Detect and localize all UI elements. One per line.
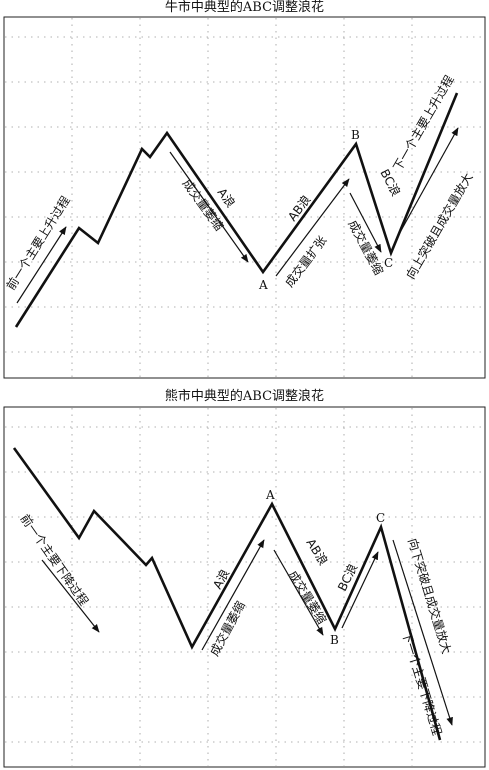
top-label-bc-volume: 成交量萎缩 [345,217,386,277]
bottom-label-a-wave: A浪 [209,567,232,592]
top-grid [5,18,484,377]
bottom-arrow-next [392,539,453,726]
top-arrow-ab [275,178,350,277]
bottom-point-c: C [376,511,385,525]
bottom-grid [5,408,484,766]
top-point-b: B [351,128,360,142]
bottom-arrow-ab [273,549,324,636]
top-arrow-bc [349,192,382,253]
top-price-path [14,92,459,328]
bottom-label-ab-wave: AB浪 [303,536,331,568]
top-label-ab-volume: 成交量扩张 [281,233,329,290]
top-arrow-prev [16,226,67,304]
bottom-arrow-prev [41,559,100,633]
top-point-c: C [384,256,393,270]
top-label-prev: 前一个主要上升过程 [3,193,73,293]
bottom-label-bc-wave: BC浪 [334,561,360,593]
bottom-point-a: A [265,488,275,502]
top-label-breakout: 向上突破且成交量放大 [403,170,476,281]
bottom-frame [3,406,486,768]
bottom-price-path [12,447,442,741]
top-point-a: A [258,278,268,292]
bottom-label-prev: 前一个主要下降过程 [18,511,92,608]
bottom-arrows [41,539,453,726]
bottom-arrow-bc [341,551,379,629]
top-label-next: 下一个主要上升过程 [390,72,457,173]
top-arrow-next [397,127,459,237]
bottom-point-b: B [330,633,339,647]
top-frame [3,16,486,379]
top-panel: A B C 前一个主要上升过程 A浪 成交量萎缩 AB浪 成交量扩张 成交量萎缩… [3,16,486,379]
top-arrow-a [169,151,249,263]
top-arrows [16,127,459,304]
bottom-arrow-a [201,539,265,651]
bottom-diagram-title: 熊市中典型的ABC调整浪花 [164,389,325,404]
bottom-panel: A B C 前一个主要下降过程 A浪 成交量萎缩 AB浪 成交量萎缩 BC浪 向… [3,406,486,768]
top-diagram-title: 牛市中典型的ABC调整浪花 [164,0,325,15]
